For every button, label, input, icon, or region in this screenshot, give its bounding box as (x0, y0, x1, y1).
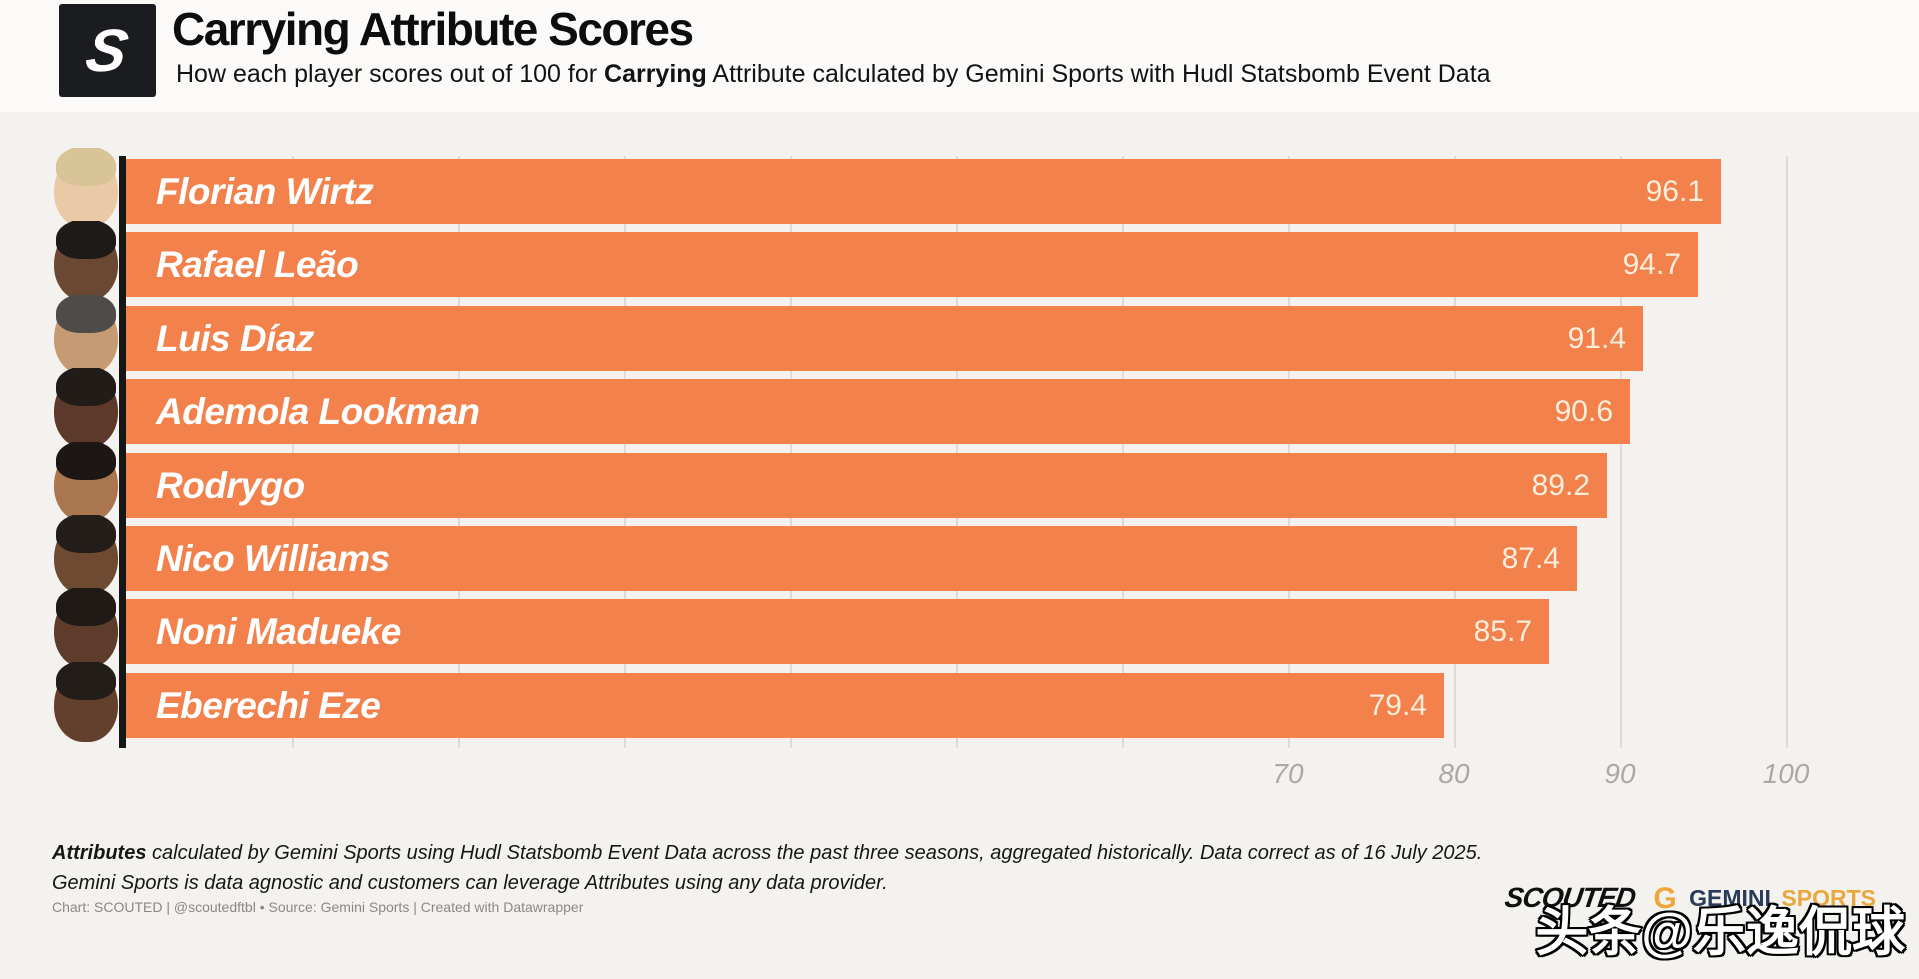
y-axis-line (119, 156, 126, 748)
bar-value-label: 89.2 (1531, 469, 1590, 502)
gridline-100 (1786, 156, 1788, 748)
avatar-hair (56, 442, 116, 480)
gemini-g-icon: G (1653, 882, 1677, 915)
bar-value-label: 96.1 (1645, 175, 1704, 208)
gridline-80 (1454, 156, 1456, 748)
bar: Ademola Lookman 90.6 (126, 379, 1630, 444)
gridline-70 (1288, 156, 1290, 748)
chart-byline: Chart: SCOUTED | @scoutedftbl • Source: … (52, 899, 584, 915)
bar: Nico Williams 87.4 (126, 526, 1577, 591)
gemini-wordmark: GEMINI (1689, 885, 1771, 911)
avatar-hair (56, 588, 116, 626)
player-name-label: Ademola Lookman (156, 390, 480, 432)
player-avatar (48, 515, 124, 595)
bar-value-label: 85.7 (1473, 615, 1532, 648)
page-subtitle: How each player scores out of 100 for Ca… (176, 60, 1491, 89)
footnote-bold-word: Attributes (52, 842, 147, 864)
avatar-head (54, 515, 118, 595)
page-title: Carrying Attribute Scores (172, 3, 694, 55)
avatar-hair (56, 221, 116, 259)
gridline-30 (624, 156, 626, 748)
avatar-hair (56, 148, 116, 186)
avatar-head (54, 368, 118, 448)
avatar-head (54, 295, 118, 375)
player-name-label: Luis Díaz (156, 317, 314, 359)
player-avatar (48, 368, 124, 448)
gridline-10 (292, 156, 294, 748)
avatar-head (54, 442, 118, 522)
player-name-label: Rodrygo (156, 464, 305, 506)
subtitle-bold-word: Carrying (604, 60, 707, 88)
gridline-50 (956, 156, 958, 748)
bar-value-label: 90.6 (1554, 395, 1613, 428)
avatar-head (54, 588, 118, 668)
avatar-head (54, 221, 118, 301)
header-band (0, 0, 1919, 112)
player-avatar (48, 221, 124, 301)
avatar-hair (56, 662, 116, 700)
player-avatar (48, 442, 124, 522)
bar: Luis Díaz 91.4 (126, 306, 1643, 371)
bar-value-label: 91.4 (1567, 322, 1626, 355)
x-tick-label: 100 (1762, 758, 1810, 789)
player-avatar (48, 148, 124, 228)
avatar-head (54, 148, 118, 228)
footnote: Attributes calculated by Gemini Sports u… (52, 838, 1552, 898)
bar: Eberechi Eze 79.4 (126, 673, 1444, 738)
bar-value-label: 94.7 (1622, 248, 1681, 281)
sports-wordmark: SPORTS (1781, 885, 1876, 911)
bar: Rodrygo 89.2 (126, 453, 1607, 518)
player-name-label: Noni Madueke (156, 610, 401, 652)
bar-value-label: 87.4 (1501, 542, 1560, 575)
footnote-line1: calculated by Gemini Sports using Hudl S… (146, 842, 1483, 864)
bar: Noni Madueke 85.7 (126, 599, 1549, 664)
player-name-label: Rafael Leão (156, 243, 359, 285)
bar: Rafael Leão 94.7 (126, 232, 1698, 297)
toutiao-watermark: 头条@乐逸侃球 (1534, 902, 1906, 964)
gridline-60 (1122, 156, 1124, 748)
avatar-hair (56, 295, 116, 333)
x-tick-label: 80 (1438, 758, 1470, 789)
gridline-90 (1620, 156, 1622, 748)
player-name-label: Florian Wirtz (156, 170, 374, 212)
gridline-20 (458, 156, 460, 748)
scouted-logo-icon: S (59, 4, 156, 97)
brand-row: SCOUTED G GEMINI SPORTS (1503, 882, 1876, 918)
avatar-hair (56, 515, 116, 553)
bar-value-label: 79.4 (1368, 689, 1427, 722)
player-name-label: Eberechi Eze (156, 684, 381, 726)
player-avatar (48, 295, 124, 375)
x-tick-label: 90 (1604, 758, 1636, 789)
avatar-head (54, 662, 118, 742)
bar: Florian Wirtz 96.1 (126, 159, 1721, 224)
player-avatar (48, 588, 124, 668)
x-tick-label: 70 (1272, 758, 1304, 789)
subtitle-post: Attribute calculated by Gemini Sports wi… (706, 60, 1491, 88)
subtitle-pre: How each player scores out of 100 for (176, 60, 605, 88)
player-name-label: Nico Williams (156, 537, 390, 579)
gridline-40 (790, 156, 792, 748)
footnote-line2: Gemini Sports is data agnostic and custo… (52, 872, 888, 894)
player-avatar (48, 662, 124, 742)
avatar-hair (56, 368, 116, 406)
